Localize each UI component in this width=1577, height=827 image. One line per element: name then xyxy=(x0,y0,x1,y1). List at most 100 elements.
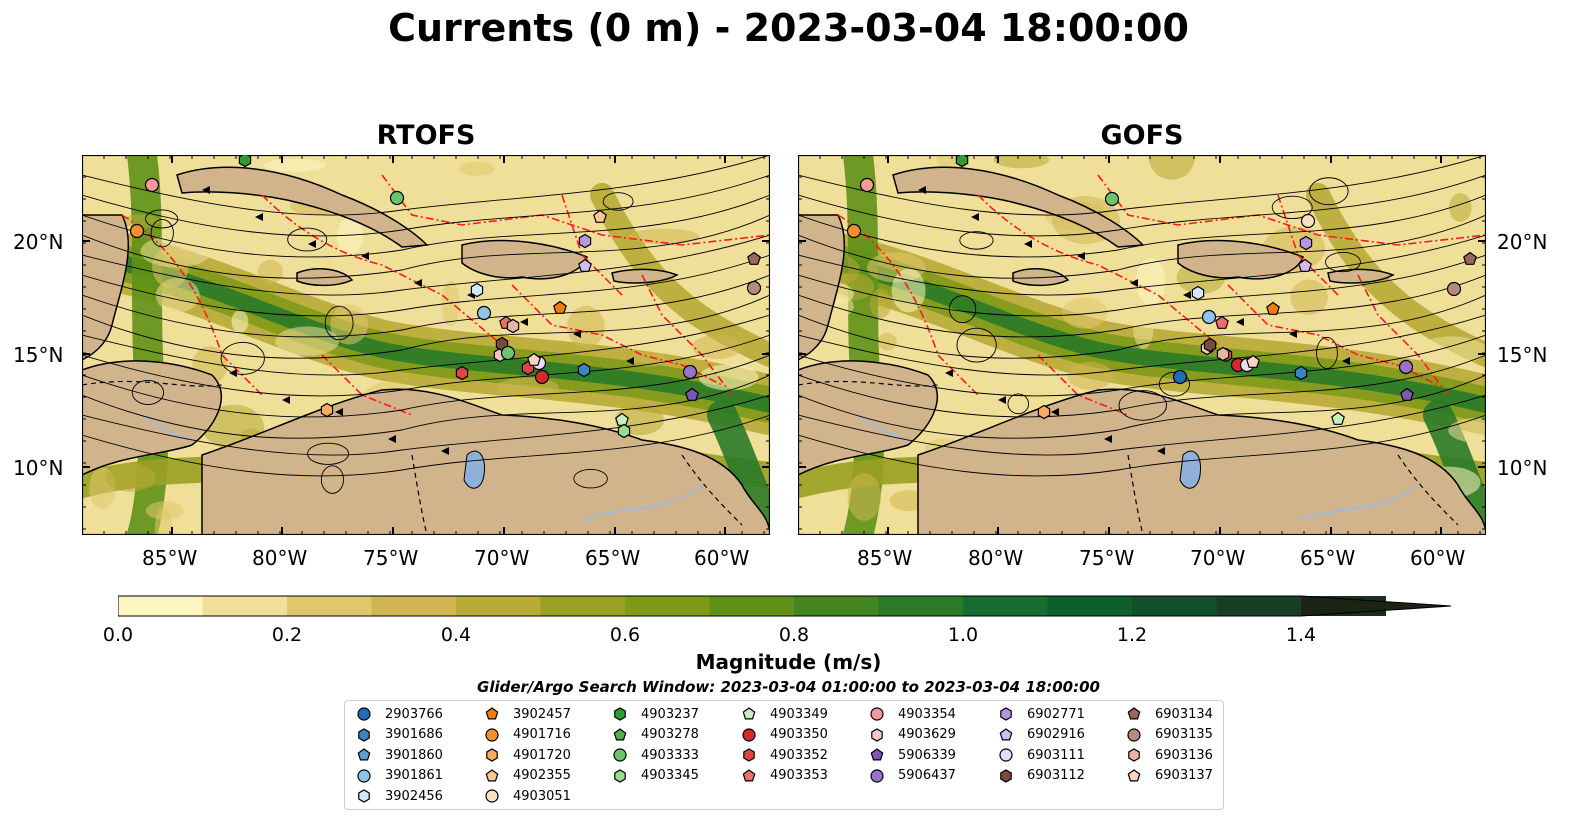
current-streamlines xyxy=(82,155,770,494)
platform-marker-6902771[interactable] xyxy=(578,233,592,249)
circle-marker-icon xyxy=(1127,727,1141,742)
platform-marker-6903135[interactable] xyxy=(1446,281,1462,297)
colorbar-tick: 0.8 xyxy=(778,624,810,646)
platform-marker-4902355[interactable] xyxy=(593,209,607,223)
legend-label: 4903354 xyxy=(898,706,956,722)
platform-marker-4901720[interactable] xyxy=(1037,404,1051,420)
colorbar xyxy=(118,595,1452,617)
legend-item: 4903353 xyxy=(740,766,828,786)
pentagon-marker-icon xyxy=(1127,707,1141,720)
platform-marker-5906437[interactable] xyxy=(1398,359,1414,375)
legend-item: 4902355 xyxy=(483,766,571,786)
legend-marker-6902771 xyxy=(1000,707,1012,721)
colorbar-segment xyxy=(625,596,710,616)
legend-label: 5906339 xyxy=(898,747,956,763)
legend-marker-4903629 xyxy=(871,727,883,742)
legend-marker-4901720 xyxy=(486,748,498,762)
legend-item: 3901860 xyxy=(355,745,443,765)
platform-marker-4903051[interactable] xyxy=(1300,213,1316,229)
legend-marker-6902916 xyxy=(999,727,1013,741)
page-title: Currents (0 m) - 2023-03-04 18:00:00 xyxy=(388,6,1189,50)
platform-marker-4903350[interactable] xyxy=(534,369,550,385)
platform-marker-6903135[interactable] xyxy=(746,280,762,296)
legend-label: 4901720 xyxy=(513,747,571,763)
pentagon-marker-icon xyxy=(613,727,627,741)
legend-label: 4903278 xyxy=(641,727,699,743)
colorbar-segment xyxy=(371,596,457,616)
legend-label: 6902916 xyxy=(1027,727,1085,743)
platform-marker-4903333[interactable] xyxy=(389,190,405,206)
platform-marker-4903349[interactable] xyxy=(1331,411,1345,425)
platform-marker-6903136[interactable] xyxy=(506,318,520,334)
lake-maracaibo xyxy=(463,450,486,489)
platform-marker-4901720[interactable] xyxy=(320,402,334,418)
colorbar-tick: 0.0 xyxy=(102,624,134,646)
colorbar-segment xyxy=(963,596,1048,616)
legend-item: 4901720 xyxy=(483,745,571,765)
circle-marker-icon xyxy=(485,727,499,742)
lon-label-65w-right: 65°W xyxy=(1300,546,1356,570)
platform-marker-6902916[interactable] xyxy=(1298,258,1312,272)
platform-marker-6903137[interactable] xyxy=(527,352,541,366)
legend-item: 4903349 xyxy=(740,704,828,724)
platform-marker-6903136[interactable] xyxy=(1216,346,1230,362)
hexagon-marker-icon xyxy=(871,727,883,742)
platform-marker-6903134[interactable] xyxy=(747,251,761,265)
legend-label: 3902456 xyxy=(385,788,443,804)
platform-marker-5906437[interactable] xyxy=(682,364,698,380)
platform-marker-4901716[interactable] xyxy=(846,223,862,239)
platform-marker-4903345[interactable] xyxy=(617,423,631,439)
lon-label-80w-right: 80°W xyxy=(968,546,1024,570)
platform-marker-2903766[interactable] xyxy=(1172,369,1188,385)
platform-marker-3901686[interactable] xyxy=(1294,365,1308,381)
legend-item: 6903134 xyxy=(1125,704,1213,724)
colorbar-extend-arrow xyxy=(1301,596,1451,616)
legend-label: 6903134 xyxy=(1155,706,1213,722)
legend-marker-3901860 xyxy=(357,748,371,761)
platform-marker-3901686[interactable] xyxy=(577,362,591,378)
platform-marker-3901861[interactable] xyxy=(1201,309,1217,325)
colorbar-tick: 1.0 xyxy=(947,624,979,646)
lon-label-70w: 70°W xyxy=(474,546,530,570)
platform-marker-4903237[interactable] xyxy=(955,155,969,168)
map-panel-rtofs[interactable] xyxy=(82,155,770,535)
platform-marker-3902457[interactable] xyxy=(1266,301,1280,315)
lat-label-10n-right: 10°N xyxy=(1497,456,1548,480)
platform-marker-4901716[interactable] xyxy=(129,223,145,239)
platform-marker-6903112[interactable] xyxy=(1203,337,1217,353)
legend-item: 3901686 xyxy=(355,725,443,745)
colorbar-segment xyxy=(118,596,203,616)
platform-marker-6903137[interactable] xyxy=(1246,354,1260,368)
legend-marker-3902456 xyxy=(358,789,370,804)
platform-marker-4903333[interactable] xyxy=(500,345,516,361)
colorbar-segment xyxy=(1216,596,1302,616)
panel-title-rtofs: RTOFS xyxy=(376,120,476,151)
platform-marker-4903237[interactable] xyxy=(238,155,252,168)
platform-marker-6902771[interactable] xyxy=(1299,235,1313,251)
legend-item: 4903350 xyxy=(740,725,828,745)
platform-marker-3902457[interactable] xyxy=(553,300,567,314)
lon-label-60w: 60°W xyxy=(694,546,750,570)
colorbar-segment xyxy=(540,596,626,616)
legend-item: 4903051 xyxy=(483,786,571,806)
platform-marker-6902916[interactable] xyxy=(578,258,592,272)
legend-item: 3901861 xyxy=(355,766,443,786)
legend-marker-6903111 xyxy=(999,748,1013,762)
map-panel-gofs[interactable] xyxy=(798,155,1486,535)
platform-marker-5906339[interactable] xyxy=(1400,387,1414,401)
platform-marker-3902456[interactable] xyxy=(1191,285,1205,301)
hexagon-marker-icon xyxy=(743,748,755,762)
platform-marker-4903333[interactable] xyxy=(1104,191,1120,207)
legend-label: 4903350 xyxy=(770,727,828,743)
colorbar-outline xyxy=(118,595,1452,617)
platform-marker-3902456[interactable] xyxy=(470,282,484,298)
platform-marker-5906339[interactable] xyxy=(685,387,699,401)
platform-marker-4903354[interactable] xyxy=(859,177,875,193)
platform-marker-3901861[interactable] xyxy=(476,305,492,321)
legend-item: 3902457 xyxy=(483,704,571,724)
legend-marker-5906339 xyxy=(870,748,884,761)
platform-marker-4903354[interactable] xyxy=(144,177,160,193)
platform-marker-6903134[interactable] xyxy=(1463,251,1477,265)
platform-marker-4903352[interactable] xyxy=(455,365,469,381)
platform-marker-4903353[interactable] xyxy=(1215,315,1229,329)
